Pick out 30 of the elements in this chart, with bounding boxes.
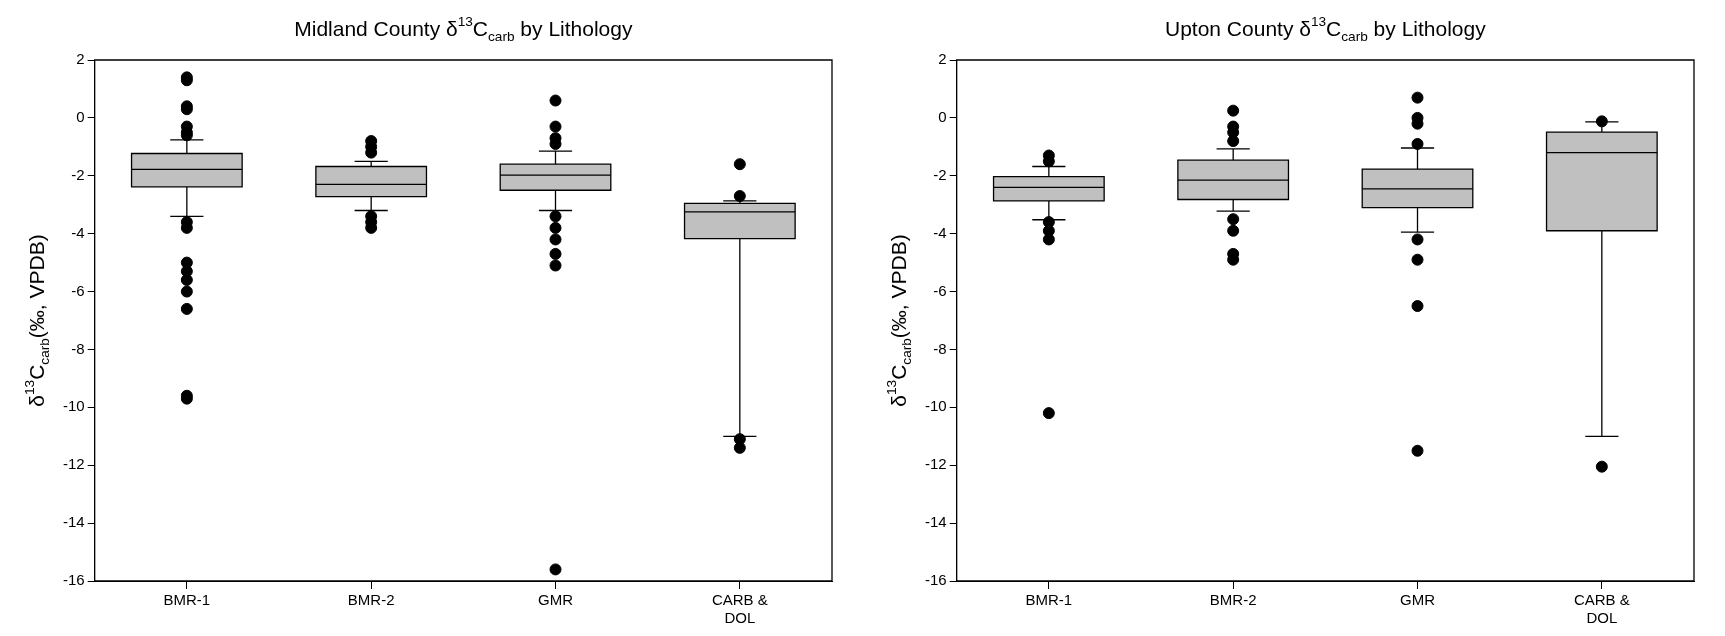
y-tick-label: -16 xyxy=(924,571,947,589)
x-tick-label: CARB & DOL xyxy=(1573,591,1630,627)
y-tick-label: -14 xyxy=(62,513,85,531)
y-tick-label: -12 xyxy=(924,455,947,473)
y-tick-label: -2 xyxy=(933,165,947,183)
x-tick-label: GMR xyxy=(1400,591,1436,609)
y-tick-label: 0 xyxy=(938,108,947,126)
y-tick-label: -10 xyxy=(62,397,85,415)
x-tick-label: CARB & DOL xyxy=(711,591,768,627)
y-tick-label: 2 xyxy=(76,50,85,68)
y-tick-label: 2 xyxy=(938,50,947,68)
x-tick-label: BMR-1 xyxy=(163,591,211,609)
y-axis-title: δ13Ccarb(‰, VPDB) xyxy=(884,234,915,407)
x-tick-label: BMR-1 xyxy=(1025,591,1073,609)
x-tick-label: BMR-2 xyxy=(1209,591,1257,609)
y-tick-label: 0 xyxy=(76,108,85,126)
y-tick-label: -14 xyxy=(924,513,947,531)
y-tick-label: -4 xyxy=(71,223,85,241)
x-tick-label: BMR-2 xyxy=(347,591,395,609)
y-tick-label: -6 xyxy=(71,281,85,299)
y-tick-label: -4 xyxy=(933,223,947,241)
y-tick-label: -16 xyxy=(62,571,85,589)
y-axis-title: δ13Ccarb(‰, VPDB) xyxy=(22,234,53,407)
y-tick-label: -10 xyxy=(924,397,947,415)
y-tick-label: -8 xyxy=(71,339,85,357)
y-tick-label: -2 xyxy=(71,165,85,183)
y-tick-label: -8 xyxy=(933,339,947,357)
x-tick-label: GMR xyxy=(538,591,574,609)
y-tick-label: -6 xyxy=(933,281,947,299)
y-tick-label: -12 xyxy=(62,455,85,473)
